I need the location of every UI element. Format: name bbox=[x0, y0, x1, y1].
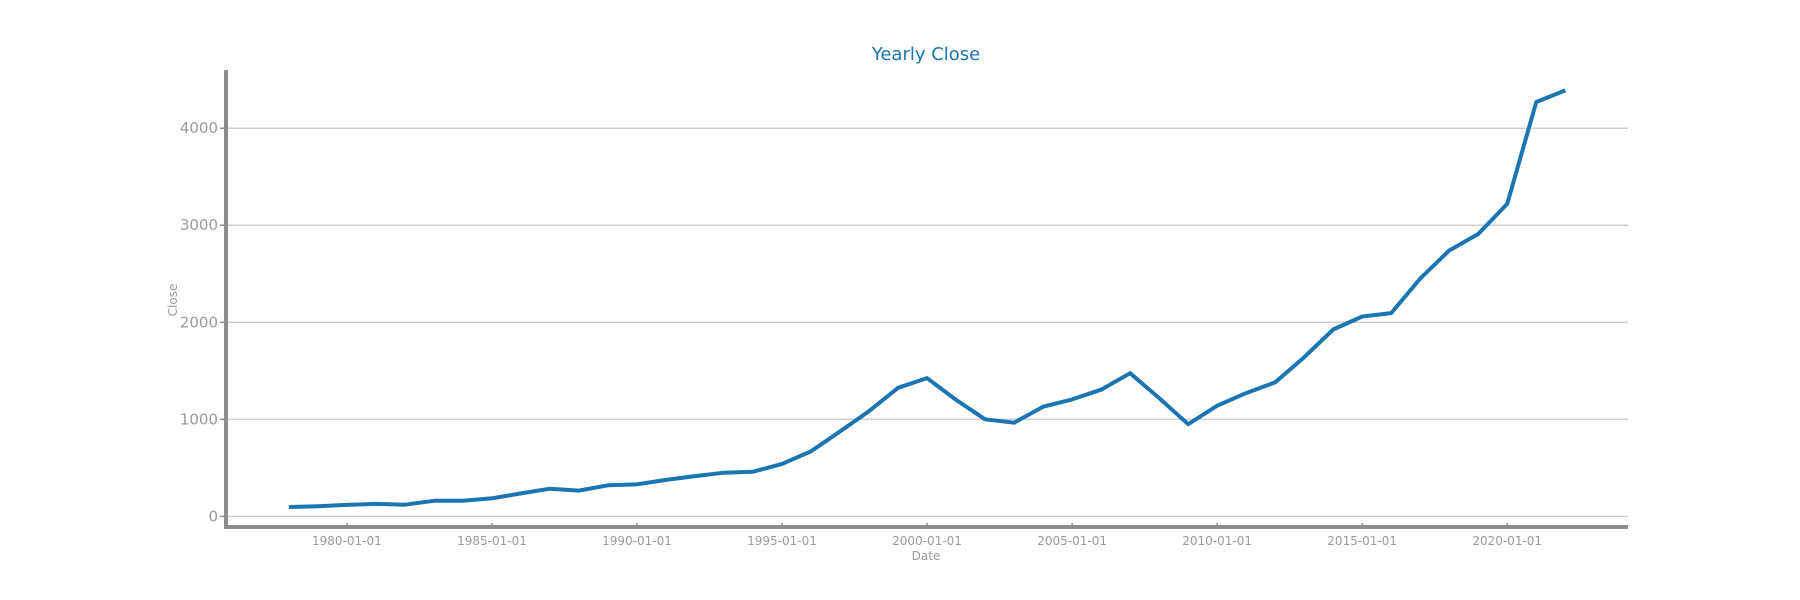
data-point bbox=[838, 429, 842, 433]
data-point bbox=[983, 417, 987, 421]
x-tick-label: 1990-01-01 bbox=[602, 534, 672, 548]
data-point bbox=[577, 489, 581, 493]
x-tick-label: 2005-01-01 bbox=[1037, 534, 1107, 548]
data-point bbox=[1273, 380, 1277, 384]
data-point bbox=[345, 503, 349, 507]
data-point bbox=[1099, 388, 1103, 392]
x-tick-label: 2000-01-01 bbox=[892, 534, 962, 548]
data-point bbox=[461, 499, 465, 503]
data-point bbox=[867, 409, 871, 413]
data-point bbox=[606, 483, 610, 487]
data-point bbox=[432, 499, 436, 503]
data-point bbox=[722, 471, 726, 475]
data-point bbox=[896, 386, 900, 390]
data-point bbox=[1505, 202, 1509, 206]
data-point bbox=[693, 474, 697, 478]
data-point bbox=[1331, 328, 1335, 332]
data-point bbox=[1302, 355, 1306, 359]
data-point bbox=[809, 449, 813, 453]
data-point bbox=[954, 398, 958, 402]
data-point bbox=[1418, 277, 1422, 281]
data-point bbox=[1447, 248, 1451, 252]
data-point bbox=[925, 376, 929, 380]
y-tick-label: 2000 bbox=[180, 313, 218, 331]
series-group bbox=[287, 88, 1567, 509]
data-point bbox=[374, 502, 378, 506]
data-point bbox=[1360, 314, 1364, 318]
data-point bbox=[1534, 100, 1538, 104]
data-point bbox=[1215, 404, 1219, 408]
data-point bbox=[1563, 88, 1567, 92]
data-point bbox=[490, 496, 494, 500]
y-tick-label: 4000 bbox=[180, 119, 218, 137]
x-tick-label: 2020-01-01 bbox=[1472, 534, 1542, 548]
data-point bbox=[1041, 405, 1045, 409]
series-line bbox=[288, 88, 1567, 509]
chart-title: Yearly Close bbox=[871, 44, 981, 65]
x-tick-label: 2010-01-01 bbox=[1182, 534, 1252, 548]
y-tick-label: 0 bbox=[208, 507, 218, 525]
data-point bbox=[519, 491, 523, 495]
data-point bbox=[1389, 311, 1393, 315]
data-point bbox=[1476, 232, 1480, 236]
data-point bbox=[1244, 391, 1248, 395]
data-point bbox=[1186, 422, 1190, 426]
x-tick-label: 1995-01-01 bbox=[747, 534, 817, 548]
y-axis-label: Close bbox=[166, 284, 180, 317]
data-point bbox=[751, 470, 755, 474]
x-axis-label: Date bbox=[912, 549, 941, 563]
data-point bbox=[1128, 371, 1132, 375]
data-point bbox=[403, 503, 407, 507]
data-point bbox=[316, 504, 320, 508]
data-point bbox=[1070, 397, 1074, 401]
data-point bbox=[548, 487, 552, 491]
data-point bbox=[287, 505, 291, 509]
x-axis-ticks: 1980-01-01 1985-01-01 1990-01-01 1995-01-01… bbox=[312, 523, 1542, 548]
x-tick-label: 1980-01-01 bbox=[312, 534, 382, 548]
y-tick-label: 3000 bbox=[180, 216, 218, 234]
data-point bbox=[664, 478, 668, 482]
y-axis-ticks: 0 1000 2000 3000 4000 bbox=[180, 119, 226, 525]
gridlines bbox=[226, 127, 1628, 518]
x-tick-label: 2015-01-01 bbox=[1327, 534, 1397, 548]
data-point bbox=[780, 462, 784, 466]
data-point bbox=[635, 482, 639, 486]
data-point bbox=[1012, 421, 1016, 425]
y-tick-label: 1000 bbox=[180, 410, 218, 428]
data-point bbox=[1157, 396, 1161, 400]
x-tick-label: 1985-01-01 bbox=[457, 534, 527, 548]
